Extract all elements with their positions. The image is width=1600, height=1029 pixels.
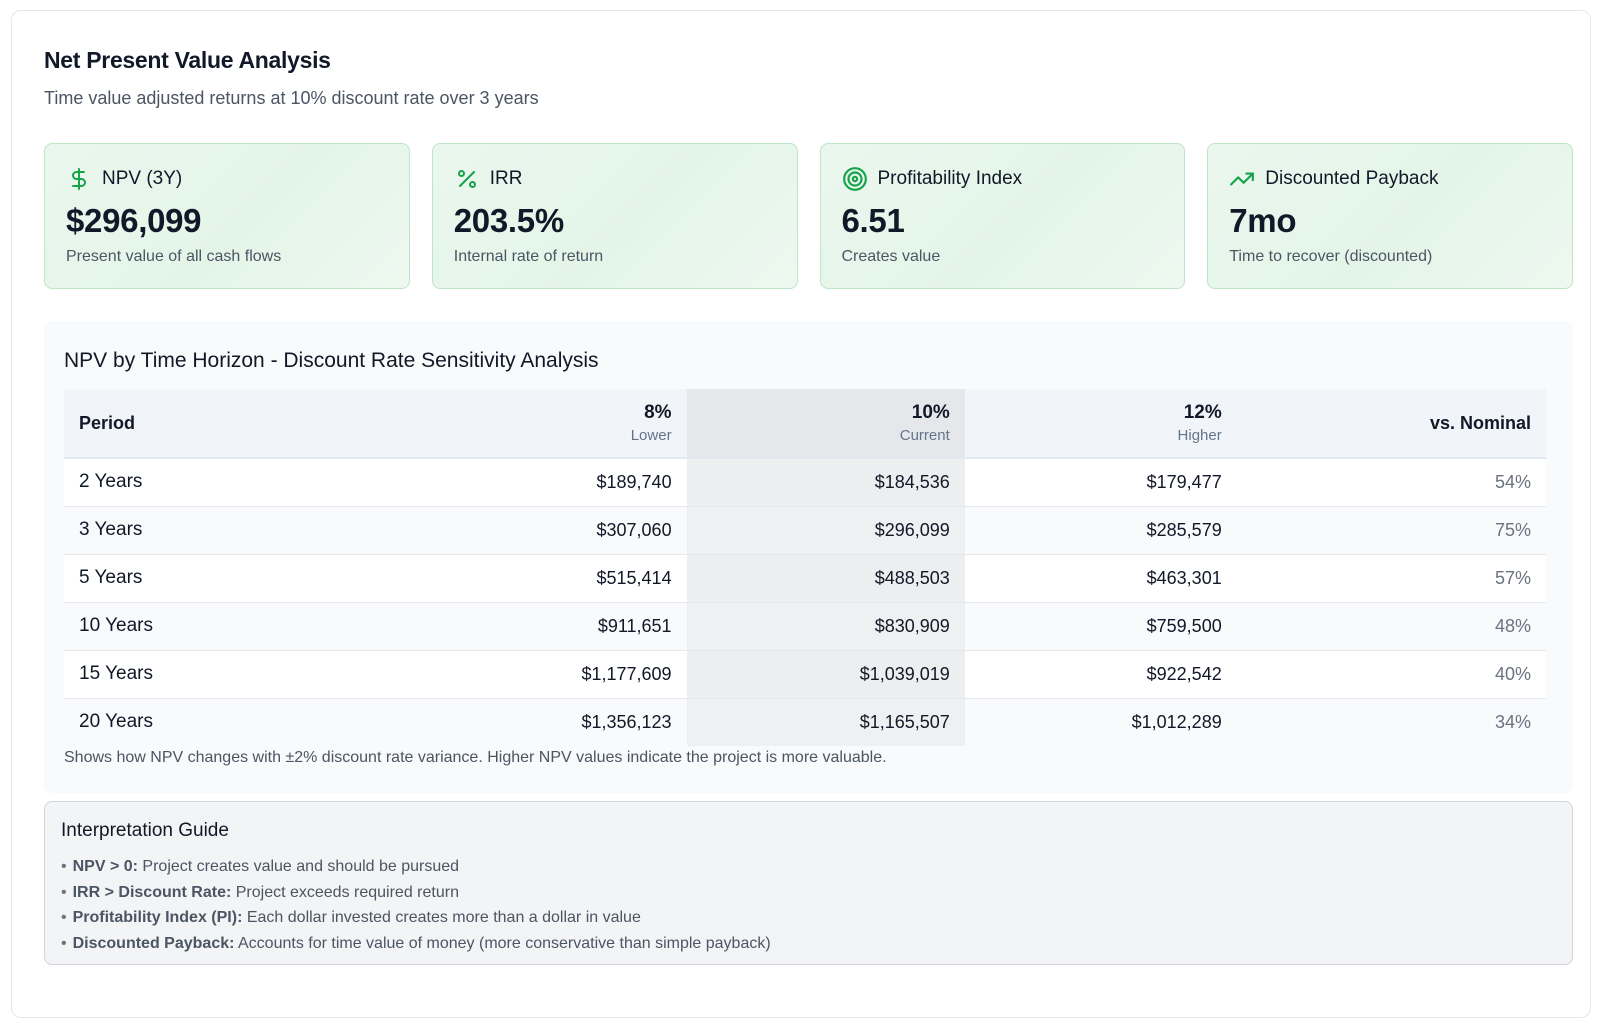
irr-card: IRR 203.5% Internal rate of return xyxy=(431,143,798,289)
npv-10pct-cell: $1,039,019 xyxy=(686,650,965,698)
column-header-8pct-rate: 8% xyxy=(644,402,672,423)
column-header-10pct-sub: Current xyxy=(899,427,950,444)
column-header-10pct-rate: 10% xyxy=(911,402,950,423)
discounted-payback-card: Discounted Payback 7mo Time to recover (… xyxy=(1207,143,1573,289)
vs-nominal-cell: 54% xyxy=(1494,471,1531,492)
metric-cards: NPV (3Y) $296,099 Present value of all c… xyxy=(44,143,1573,289)
guide-item: • IRR > Discount Rate: Project exceeds re… xyxy=(61,880,771,906)
period-cell: 20 Years xyxy=(79,711,153,733)
discounted-payback-card-value: 7mo xyxy=(1229,202,1297,239)
table-row: 2 Years $189,740 $184,536 $179,477 54% xyxy=(64,458,1546,506)
guide-term: Profitability Index (PI): xyxy=(72,909,243,926)
vs-nominal-cell: 57% xyxy=(1494,567,1531,588)
column-header-period: Period xyxy=(79,412,136,433)
page-subtitle: Time value adjusted returns at 10% disco… xyxy=(44,88,539,108)
period-cell: 3 Years xyxy=(79,519,143,540)
discounted-payback-card-label: Discounted Payback xyxy=(1265,168,1439,189)
npv-card-label: NPV (3Y) xyxy=(102,168,183,189)
sensitivity-title: NPV by Time Horizon - Discount Rate Sens… xyxy=(64,349,599,372)
irr-card-description: Internal rate of return xyxy=(453,248,604,265)
guide-term: Discounted Payback: xyxy=(72,934,235,952)
irr-card-label: IRR xyxy=(489,168,523,189)
profitability-index-card-value: 6.51 xyxy=(841,202,905,239)
guide-text: Accounts for time value of money (more c… xyxy=(234,934,771,952)
table-row: 10 Years $911,651 $830,909 $759,500 48% xyxy=(64,602,1546,650)
interpretation-guide: Interpretation Guide • NPV > 0: Project c… xyxy=(44,801,1573,965)
npv-10pct-cell: $296,099 xyxy=(686,506,965,554)
npv-10pct-cell: $1,165,507 xyxy=(686,698,965,746)
period-cell: 15 Years xyxy=(79,663,153,684)
vs-nominal-cell: 75% xyxy=(1494,519,1531,540)
period-cell: 10 Years xyxy=(79,615,153,636)
irr-card-value: 203.5% xyxy=(453,202,564,239)
trending-up-icon xyxy=(1229,166,1255,192)
column-header-8pct: 8% Lower xyxy=(566,389,686,458)
npv-8pct-cell: $307,060 xyxy=(596,519,672,540)
column-header-vs-nominal: vs. Nominal xyxy=(1429,412,1531,433)
npv-12pct-cell: $1,012,289 xyxy=(1131,711,1222,732)
guide-text: Project exceeds required return xyxy=(231,883,459,901)
discounted-payback-card-description: Time to recover (discounted) xyxy=(1229,248,1433,265)
column-header-12pct-rate: 12% xyxy=(1183,402,1222,423)
table-header-row: Period 8% Lower 10% Current 12% Higher v… xyxy=(64,389,1546,458)
bullet: • xyxy=(61,909,67,926)
profitability-index-card: Profitability Index 6.51 Creates value xyxy=(819,143,1186,289)
table-row: 5 Years $515,414 $488,503 $463,301 57% xyxy=(64,554,1546,602)
sensitivity-section: NPV by Time Horizon - Discount Rate Sens… xyxy=(44,321,1573,793)
profitability-index-card-label: Profitability Index xyxy=(877,168,1023,189)
target-icon xyxy=(842,166,868,192)
guide-term: NPV > 0: xyxy=(72,858,138,875)
vs-nominal-cell: 40% xyxy=(1494,663,1531,684)
npv-card-description: Present value of all cash flows xyxy=(66,248,282,265)
npv-8pct-cell: $1,177,609 xyxy=(581,663,672,684)
guide-text: Project creates value and should be purs… xyxy=(137,858,460,875)
table-row: 15 Years $1,177,609 $1,039,019 $922,542 … xyxy=(64,650,1546,698)
npv-8pct-cell: $515,414 xyxy=(596,567,672,588)
npv-10pct-cell: $830,909 xyxy=(686,602,965,650)
npv-8pct-cell: $1,356,123 xyxy=(581,711,672,732)
npv-12pct-cell: $922,542 xyxy=(1146,663,1222,684)
vs-nominal-cell: 34% xyxy=(1494,711,1531,732)
bullet: • xyxy=(61,858,67,875)
period-cell: 5 Years xyxy=(79,567,143,588)
guide-title: Interpretation Guide xyxy=(61,820,229,841)
npv-card: NPV (3Y) $296,099 Present value of all c… xyxy=(44,143,410,289)
npv-10pct-cell: $184,536 xyxy=(686,458,965,506)
npv-card-value: $296,099 xyxy=(66,202,202,239)
column-header-12pct-sub: Higher xyxy=(1177,427,1222,444)
percent-icon xyxy=(454,166,480,192)
guide-list: • NPV > 0: Project creates value and shou… xyxy=(61,854,771,956)
bullet: • xyxy=(61,883,67,901)
guide-item: • Discounted Payback: Accounts for time v… xyxy=(61,931,771,957)
column-header-8pct-sub: Lower xyxy=(630,427,672,444)
npv-12pct-cell: $179,477 xyxy=(1146,471,1222,492)
npv-12pct-cell: $285,579 xyxy=(1146,519,1222,540)
table-row: 3 Years $307,060 $296,099 $285,579 75% xyxy=(64,506,1546,554)
guide-term: IRR > Discount Rate: xyxy=(72,883,232,901)
bullet: • xyxy=(61,934,67,952)
sensitivity-note: Shows how NPV changes with ±2% discount … xyxy=(64,749,887,766)
npv-8pct-cell: $189,740 xyxy=(596,471,672,492)
guide-item: • Profitability Index (PI): Each dollar i… xyxy=(61,905,771,931)
column-header-10pct: 10% Current xyxy=(686,389,965,458)
page-title: Net Present Value Analysis xyxy=(44,47,331,73)
vs-nominal-cell: 48% xyxy=(1494,615,1531,636)
column-header-12pct: 12% Higher xyxy=(965,389,1237,458)
guide-text: Each dollar invested creates more than a… xyxy=(242,909,641,926)
profitability-index-card-description: Creates value xyxy=(841,248,941,265)
npv-10pct-cell: $488,503 xyxy=(686,554,965,602)
npv-8pct-cell: $911,651 xyxy=(597,615,672,636)
table-row: 20 Years $1,356,123 $1,165,507 $1,012,28… xyxy=(64,698,1546,746)
sensitivity-table: Period 8% Lower 10% Current 12% Higher v… xyxy=(64,389,1546,746)
guide-item: • NPV > 0: Project creates value and shou… xyxy=(61,854,771,880)
npv-analysis-panel: Net Present Value Analysis Time value ad… xyxy=(11,10,1591,1018)
period-cell: 2 Years xyxy=(79,471,143,493)
npv-12pct-cell: $463,301 xyxy=(1146,567,1222,588)
dollar-sign-icon xyxy=(66,166,92,192)
npv-12pct-cell: $759,500 xyxy=(1146,615,1222,636)
